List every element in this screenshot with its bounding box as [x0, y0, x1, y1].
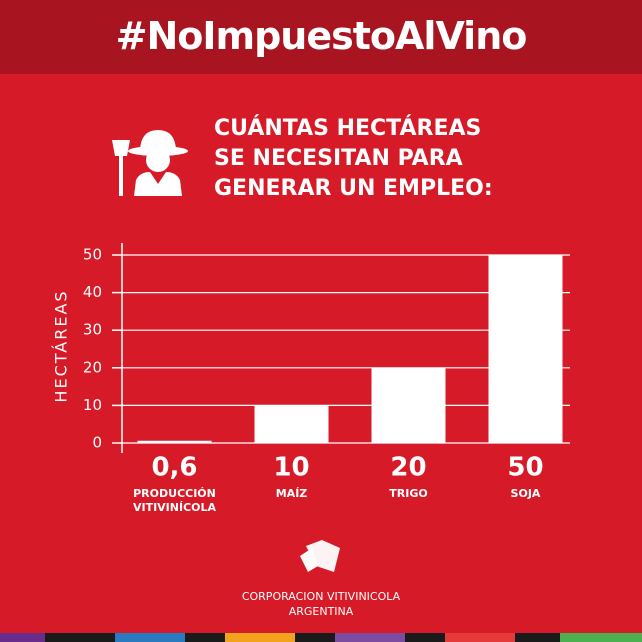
bar	[254, 405, 329, 443]
value-label: 50	[507, 453, 543, 483]
y-tick-label: 50	[83, 246, 102, 264]
category-label: MAÍZ	[275, 487, 308, 500]
y-tick-label: 20	[83, 358, 102, 376]
y-axis-label: HECTÁREAS	[52, 289, 71, 402]
logo	[300, 540, 340, 572]
bar	[488, 255, 563, 443]
hashtag: #NoImpuestoAlVino	[115, 14, 528, 58]
y-tick-label: 10	[83, 396, 102, 414]
header-band: #NoImpuestoAlVino	[0, 0, 642, 74]
org-name: CORPORACION VITIVINICOLA	[241, 590, 401, 603]
chart-title-line: GENERAR UN EMPLEO:	[214, 176, 493, 201]
farmer-icon	[112, 130, 188, 196]
bar	[371, 367, 446, 443]
value-label: 20	[390, 453, 426, 483]
category-label: PRODUCCIÓN VITIVINÍCOLA	[132, 487, 217, 514]
category-label: TRIGO	[389, 487, 428, 500]
chart-title-line: CUÁNTAS HECTÁREAS	[214, 116, 482, 141]
color-stripe	[0, 633, 642, 642]
value-label: 0,6	[151, 453, 197, 483]
bar	[137, 440, 212, 443]
org-name: ARGENTINA	[288, 605, 354, 618]
y-tick-label: 40	[83, 283, 102, 301]
y-tick-label: 30	[83, 321, 102, 339]
value-label: 10	[273, 453, 309, 483]
category-label: SOJA	[510, 487, 541, 500]
y-tick-label: 0	[92, 434, 102, 452]
chart-title-line: SE NECESITAN PARA	[214, 146, 463, 171]
